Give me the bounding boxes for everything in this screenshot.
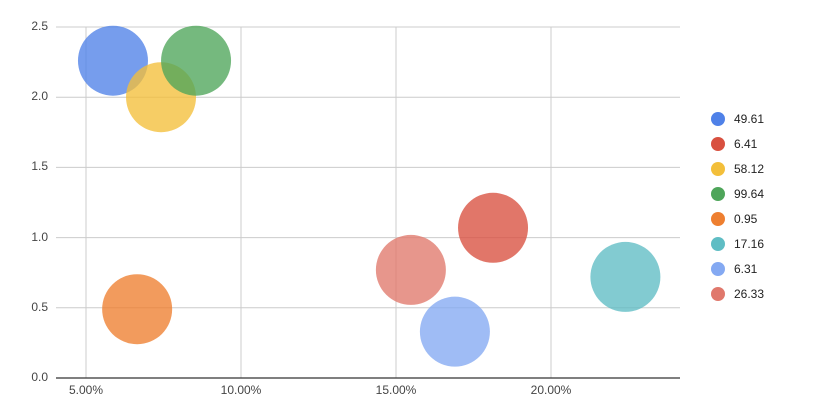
bubble[interactable]: [375, 234, 446, 305]
bubble[interactable]: [458, 192, 529, 263]
y-tick-label: 0.0: [31, 370, 48, 384]
legend-label: 6.41: [734, 136, 758, 151]
bubbles: [77, 25, 661, 367]
legend-item[interactable]: 49.61: [711, 106, 764, 131]
x-tick-label: 15.00%: [375, 383, 417, 397]
y-tick-label: 2.5: [31, 19, 48, 33]
x-tick-label: 10.00%: [220, 383, 262, 397]
legend-dot-icon: [711, 261, 725, 276]
y-tick-label: 1.5: [31, 159, 48, 174]
x-tick-label: 5.00%: [68, 383, 104, 397]
legend-label: 49.61: [734, 111, 765, 126]
legend-label: 99.64: [734, 186, 765, 201]
bubble[interactable]: [102, 274, 173, 345]
y-tick-label: 1.0: [31, 229, 48, 244]
bubble[interactable]: [161, 25, 232, 96]
legend-item[interactable]: 99.64: [711, 181, 764, 206]
legend-label: 26.33: [734, 286, 765, 301]
y-tick-label: 2.0: [31, 89, 48, 104]
legend-dot-icon: [711, 111, 725, 126]
legend-dot-icon: [711, 211, 725, 226]
legend-label: 0.95: [734, 211, 758, 226]
legend-label: 17.16: [734, 236, 765, 251]
legend-item[interactable]: 17.16: [711, 231, 764, 256]
legend-item[interactable]: 6.31: [711, 256, 764, 281]
legend-item[interactable]: 26.33: [711, 281, 764, 306]
x-tick-label: 20.00%: [530, 383, 572, 397]
y-tick-label: 0.5: [31, 299, 48, 314]
bubble[interactable]: [590, 241, 661, 312]
legend-item[interactable]: 0.95: [711, 206, 764, 231]
bubble[interactable]: [419, 296, 490, 367]
legend-dot-icon: [711, 236, 725, 251]
legend-dot-icon: [711, 286, 725, 301]
bubble[interactable]: [77, 25, 148, 96]
legend-label: 6.31: [734, 261, 758, 276]
legend-label: 58.12: [734, 161, 765, 176]
legend-dot-icon: [711, 161, 725, 176]
legend-dot-icon: [711, 136, 725, 151]
legend: 49.61 6.41 58.12 99.64 0.95 17.16 6.31 26.33: [711, 106, 764, 306]
legend-dot-icon: [711, 186, 725, 201]
legend-item[interactable]: 6.41: [711, 131, 764, 156]
legend-item[interactable]: 58.12: [711, 156, 764, 181]
